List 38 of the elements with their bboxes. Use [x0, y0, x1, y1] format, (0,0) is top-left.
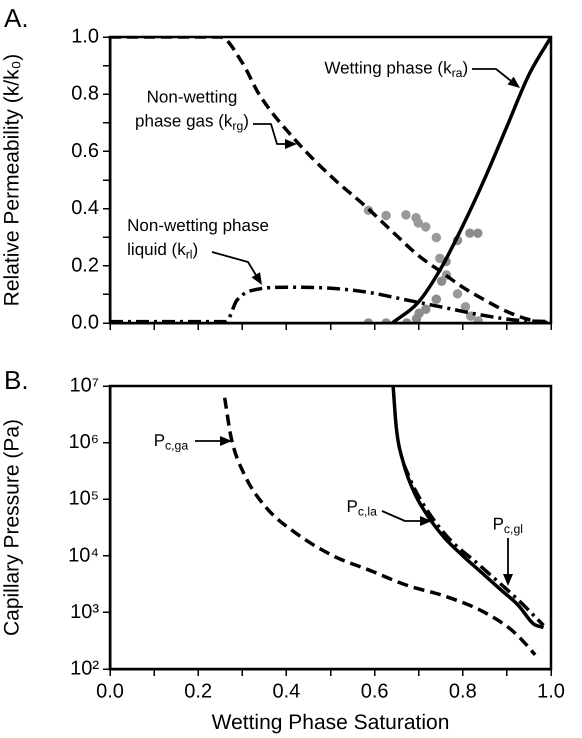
x-tick-label: 0.0	[96, 680, 124, 703]
point	[473, 228, 483, 238]
y-tick-label: 0.6	[71, 140, 99, 162]
x-axis-title: Wetting Phase Saturation	[212, 711, 450, 734]
point	[414, 308, 424, 318]
point	[421, 222, 431, 232]
y-tick-label: 0.2	[71, 254, 99, 276]
y-tick-label: 1.0	[71, 26, 99, 48]
y-tick-label: 0.4	[71, 197, 99, 220]
chart-title: B.	[4, 365, 29, 396]
x-tick-label: 0.4	[272, 680, 300, 703]
point	[465, 228, 475, 238]
point	[460, 302, 470, 312]
x-tick-label: 0.2	[184, 680, 212, 703]
point	[452, 289, 462, 299]
y-tick-label: 0.0	[71, 312, 99, 334]
y-tick-label: 10³	[70, 600, 100, 623]
y-tick-label: 10⁵	[68, 488, 99, 510]
y-tick-label: 10⁷	[70, 374, 99, 397]
point	[381, 210, 391, 220]
y-axis-title: Capillary Pressure (Pa)	[0, 418, 24, 636]
x-tick-label: 0.8	[448, 680, 477, 703]
point	[473, 316, 483, 323]
point	[435, 254, 445, 264]
point	[401, 210, 411, 220]
point	[436, 276, 446, 286]
point	[432, 294, 442, 304]
y-tick-label: 10⁶	[68, 431, 99, 454]
point	[414, 218, 424, 228]
x-tick-label: 1.0	[537, 680, 565, 703]
x-tick-label: 0.6	[360, 680, 389, 703]
y-tick-label: 10⁴	[68, 544, 99, 566]
point	[421, 304, 431, 314]
chart-title: A.	[4, 3, 29, 34]
y-tick-label: 10²	[70, 658, 100, 680]
point	[432, 232, 442, 242]
y-axis-title: Relative Permeability (k/k₀)	[0, 54, 24, 306]
y-tick-label: 0.8	[71, 82, 99, 105]
